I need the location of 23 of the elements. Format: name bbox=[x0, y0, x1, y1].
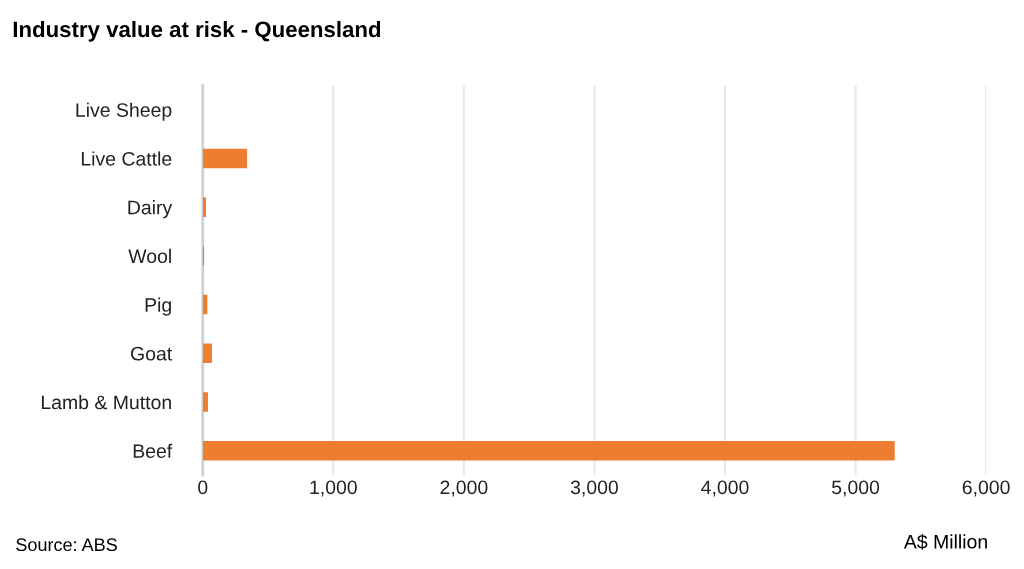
y-tick-label: Lamb & Mutton bbox=[41, 394, 171, 410]
y-tick-label: Dairy bbox=[128, 200, 173, 219]
x-tick-label: 6,000 bbox=[962, 480, 1010, 497]
x-axis-title: A$ Million bbox=[903, 534, 987, 550]
bar bbox=[202, 197, 207, 217]
x-tick-label: 5,000 bbox=[832, 480, 880, 497]
x-tick-label: 3,000 bbox=[570, 480, 618, 497]
x-tick-label: 4,000 bbox=[701, 480, 749, 497]
y-tick-label: Live Sheep bbox=[76, 102, 172, 121]
y-tick-label: Beef bbox=[133, 443, 173, 458]
chart-title: Industry value at risk - Queensland bbox=[13, 20, 381, 42]
bar bbox=[202, 148, 248, 169]
x-tick-label: 2,000 bbox=[440, 480, 488, 497]
y-tick-label: Wool bbox=[128, 248, 171, 264]
bar bbox=[202, 441, 895, 461]
y-tick-label: Pig bbox=[145, 297, 171, 316]
bar bbox=[202, 392, 208, 412]
bar bbox=[202, 343, 212, 364]
y-tick-label: Live Cattle bbox=[81, 151, 172, 166]
x-tick-label: 0 bbox=[198, 480, 208, 495]
x-tick-label: 1,000 bbox=[310, 480, 357, 497]
y-tick-label: Goat bbox=[131, 346, 173, 361]
source-note: Source: ABS bbox=[16, 538, 117, 552]
